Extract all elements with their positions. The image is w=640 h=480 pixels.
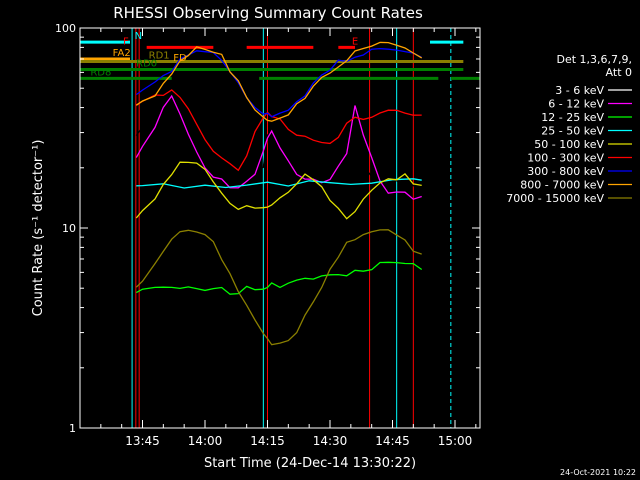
legend-label-4: 50 - 100 keV (534, 138, 604, 151)
y-tick-label-0: 1 (69, 422, 76, 435)
flag-label-rd8: RD8 (90, 67, 111, 78)
x-tick-label-1: 14:00 (188, 434, 223, 448)
x-tick-label-4: 14:45 (375, 434, 410, 448)
legend-header-line-2: Att 0 (606, 66, 632, 79)
chart-title: RHESSI Observing Summary Count Rates (113, 4, 423, 22)
x-tick-label-2: 14:15 (250, 434, 285, 448)
legend-label-6: 300 - 800 keV (527, 165, 604, 178)
footer-date: 24-Oct-2021 10:22 (560, 468, 636, 477)
legend-label-2: 12 - 25 keV (541, 111, 604, 124)
legend-header-line-1: Det 1,3,6,7,9, (556, 53, 632, 66)
series-line-1 (135, 94, 422, 200)
y-tick-label-1: 10 (62, 222, 76, 235)
series-line-7 (135, 41, 423, 122)
axis-ticks: 1 10 100 13:45 14:00 14:15 14:30 14:45 15:00 (55, 22, 480, 448)
legend-label-7: 800 - 7000 keV (520, 179, 604, 192)
x-axis-label: Start Time (24-Dec-14 13:30:22) (204, 456, 416, 471)
flag-label-rd0: RD0 (136, 59, 157, 70)
legend-label-3: 25 - 50 keV (541, 125, 604, 138)
x-tick-label-3: 14:30 (313, 434, 348, 448)
series-line-2 (135, 261, 423, 295)
legend-label-8: 7000 - 15000 keV (506, 192, 604, 205)
x-tick-label-0: 13:45 (125, 434, 160, 448)
series-line-5 (135, 89, 422, 172)
series-line-8 (135, 229, 422, 346)
flag-label-e: E (352, 36, 358, 47)
legend-label-1: 6 - 12 keV (548, 98, 604, 111)
series-line-4 (135, 161, 422, 220)
y-axis-label: Count Rate (s⁻¹ detector⁻¹) (31, 140, 46, 317)
y-tick-label-2: 100 (55, 22, 76, 35)
flag-label-fd: FD (173, 53, 187, 64)
plot-inner (80, 28, 480, 428)
legend-label-0: 3 - 6 keV (555, 84, 604, 97)
flag-label-n: N (135, 31, 142, 42)
x-tick-label-5: 15:00 (438, 434, 473, 448)
flag-label-fa2: FA2 (113, 48, 131, 59)
flag-label-f: F (123, 36, 129, 47)
flag-label-rd1: RD1 (149, 50, 170, 61)
series-line-0 (135, 102, 423, 194)
legend-label-5: 100 - 300 keV (527, 152, 604, 165)
